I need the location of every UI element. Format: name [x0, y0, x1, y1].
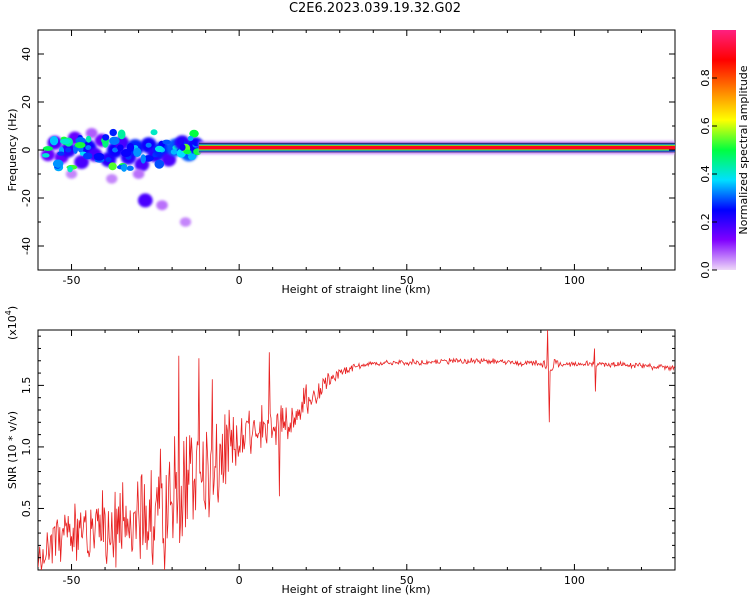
- y-tick-label: 40: [20, 47, 33, 61]
- heatmap-speck: [188, 153, 197, 161]
- colorbar-tick-label: 0.4: [699, 165, 712, 183]
- x-tick-label: 100: [564, 274, 585, 287]
- svg-text:(x104): (x104): [4, 306, 19, 340]
- snr-panel: -50 0 50 100 0.5 1.0 1.5 Height of straight l…: [4, 306, 676, 596]
- y-multiplier-base: (x10: [6, 315, 19, 340]
- heatmap-speck: [109, 128, 117, 137]
- heatmap-speck: [102, 134, 110, 141]
- heatmap-speck: [52, 159, 64, 169]
- heatmap-speck: [117, 129, 126, 140]
- y-multiplier-exp: 4: [4, 310, 13, 315]
- heatmap-speck: [67, 165, 73, 173]
- bottom-x-axis-ticks: -50 0 50 100: [37, 330, 676, 587]
- heatmap-speck: [154, 145, 164, 153]
- heatmap-speck: [120, 163, 128, 172]
- y-tick-label: 1.0: [20, 438, 33, 456]
- x-tick-label: 50: [400, 274, 414, 287]
- heatmap-speck: [183, 149, 192, 155]
- y-tick-label: -20: [20, 189, 33, 207]
- heatmap-speck: [170, 149, 178, 155]
- bottom-y-axis-ticks: 0.5 1.0 1.5: [20, 335, 675, 559]
- heatmap-speck: [41, 153, 50, 158]
- colorbar-tick-label: 0.8: [699, 69, 712, 87]
- heatmap-speck: [49, 136, 59, 146]
- bottom-y-axis-label: SNR (10 * v/v): [6, 411, 19, 489]
- heatmap-speck: [126, 142, 135, 152]
- heatmap-speck: [179, 143, 186, 151]
- heatmap-speck: [133, 147, 142, 158]
- spectrogram-panel: -50 0 50 100 -40 -20 0 20 40 Height of straight…: [6, 29, 676, 296]
- top-x-axis-ticks: -50 0 50 100: [37, 30, 676, 287]
- x-tick-label: -50: [63, 574, 81, 587]
- signal-band: [198, 141, 675, 154]
- x-tick-label: 0: [236, 574, 243, 587]
- heatmap-speck: [187, 135, 194, 142]
- y-tick-label: -40: [20, 237, 33, 255]
- top-y-axis-label: Frequency (Hz): [6, 109, 19, 192]
- colorbar-ticks: 0.0 0.2 0.4 0.6 0.8: [699, 69, 717, 279]
- top-x-axis-label: Height of straight line (km): [281, 283, 430, 296]
- heatmap-cells: [41, 128, 675, 227]
- heatmap-speck: [140, 154, 147, 164]
- heatmap-speck: [57, 151, 65, 156]
- heatmap-blob: [132, 169, 145, 179]
- x-tick-label: 50: [400, 574, 414, 587]
- y-tick-label: 20: [20, 95, 33, 109]
- heatmap-blob: [156, 200, 168, 211]
- chart-title: C2E6.2023.039.19.32.G02: [288, 1, 462, 16]
- y-multiplier: (x104): [4, 306, 19, 340]
- y-tick-label: 0.5: [20, 500, 33, 518]
- heatmap-blob: [137, 193, 153, 208]
- heatmap-speck: [177, 138, 185, 145]
- heatmap-speck: [154, 159, 165, 169]
- colorbar: 0.0 0.2 0.4 0.6 0.8 Normalized spectral ampl…: [699, 30, 750, 279]
- y-multiplier-close: ): [6, 306, 19, 310]
- y-tick-label: 0: [20, 147, 33, 154]
- heatmap-speck: [93, 153, 105, 161]
- x-tick-label: 0: [236, 274, 243, 287]
- heatmap-speck: [85, 135, 92, 143]
- x-tick-label: -50: [63, 274, 81, 287]
- snr-frame: [37, 329, 676, 571]
- y-tick-label: 1.5: [20, 377, 33, 395]
- colorbar-tick-label: 0.2: [699, 213, 712, 231]
- heatmap-speck: [189, 129, 199, 138]
- heatmap-blob: [179, 217, 192, 227]
- heatmap-speck: [83, 152, 93, 160]
- bottom-x-axis-label: Height of straight line (km): [281, 583, 430, 596]
- heatmap-speck: [108, 162, 117, 171]
- top-y-axis-ticks: -40 -20 0 20 40: [20, 29, 675, 255]
- heatmap-speck: [59, 138, 71, 145]
- colorbar-label: Normalized spectral amplitude: [737, 65, 750, 234]
- x-tick-label: 100: [564, 574, 585, 587]
- heatmap-speck: [162, 139, 171, 145]
- snr-series-line: [38, 330, 675, 570]
- heatmap-speck: [150, 129, 158, 136]
- heatmap-speck: [42, 146, 53, 152]
- colorbar-tick-label: 0.0: [699, 261, 712, 279]
- heatmap-speck: [117, 144, 124, 151]
- heatmap-speck: [109, 136, 120, 145]
- colorbar-tick-label: 0.6: [699, 117, 712, 135]
- heatmap-blob: [161, 152, 177, 167]
- heatmap-blob: [106, 174, 118, 184]
- heatmap-speck: [74, 141, 86, 149]
- heatmap-speck: [126, 165, 134, 171]
- colorbar-gradient: [712, 30, 736, 270]
